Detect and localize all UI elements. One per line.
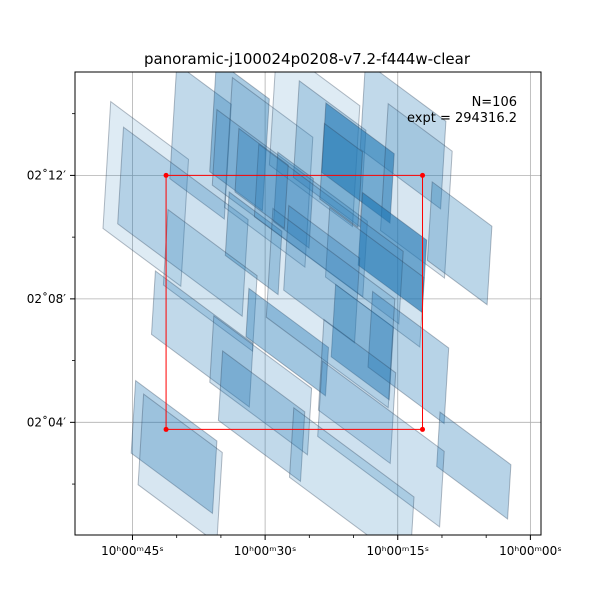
selection-box-corner xyxy=(163,426,169,432)
exposure-footprint xyxy=(162,208,258,353)
exposure-time-label: expt = 294316.2 xyxy=(407,111,517,126)
exposure-footprint xyxy=(253,143,404,325)
y-tick-label: 02˚08′ xyxy=(27,291,67,306)
selection-box-corner xyxy=(163,172,169,178)
y-tick-label: 02˚04′ xyxy=(27,414,67,429)
exposure-footprint xyxy=(288,406,415,535)
exposure-footprint xyxy=(321,102,395,225)
exposure-footprint xyxy=(234,127,289,230)
y-tick-label: 02˚12′ xyxy=(27,167,67,182)
exposure-footprint xyxy=(209,72,270,212)
axes-frame xyxy=(74,71,542,536)
exposure-footprint xyxy=(317,318,397,465)
exposure-footprint xyxy=(224,191,283,296)
exposure-footprint xyxy=(102,100,190,288)
exposure-footprint xyxy=(137,393,223,535)
selection-box-corner xyxy=(420,172,426,178)
x-tick-label: 10ʰ00ᵐ15ˢ xyxy=(366,544,429,558)
exposure-footprint xyxy=(426,180,493,306)
x-tick-label: 10ʰ00ᵐ45ˢ xyxy=(101,544,164,558)
selection-box-corner xyxy=(420,426,426,432)
exposure-footprint xyxy=(273,151,314,249)
exposure-footprint xyxy=(436,411,512,520)
exposure-footprint xyxy=(317,360,445,528)
exposure-footprint xyxy=(217,350,306,483)
footprint-layer xyxy=(102,72,512,535)
exposure-footprint xyxy=(150,270,254,408)
exposure-footprint xyxy=(283,204,361,344)
exposure-footprint xyxy=(223,76,314,269)
exposure-footprint xyxy=(265,207,396,409)
exposure-footprint xyxy=(367,290,450,425)
grid-lines xyxy=(75,72,541,535)
x-tick-label: 10ʰ00ᵐ30ˢ xyxy=(234,544,297,558)
x-tick-label: 10ʰ00ᵐ00ˢ xyxy=(499,544,562,558)
exposure-footprint xyxy=(117,126,249,318)
exposure-footprint xyxy=(245,287,330,397)
axis-ticks: 10ʰ00ᵐ45ˢ 10ʰ00ᵐ30ˢ 10ʰ00ᵐ15ˢ 10ʰ00ᵐ00ˢ 02˚1… xyxy=(27,113,562,558)
selection-box-layer xyxy=(163,172,426,432)
exposure-footprint xyxy=(330,283,395,401)
exposure-footprint xyxy=(130,379,218,515)
n-count-label: N=106 xyxy=(472,95,517,110)
exposure-footprint xyxy=(169,72,232,220)
exposure-footprint xyxy=(209,314,313,456)
chart-title: panoramic-j100024p0208-v7.2-f444w-clear xyxy=(144,50,471,68)
exposure-footprint xyxy=(357,191,428,314)
